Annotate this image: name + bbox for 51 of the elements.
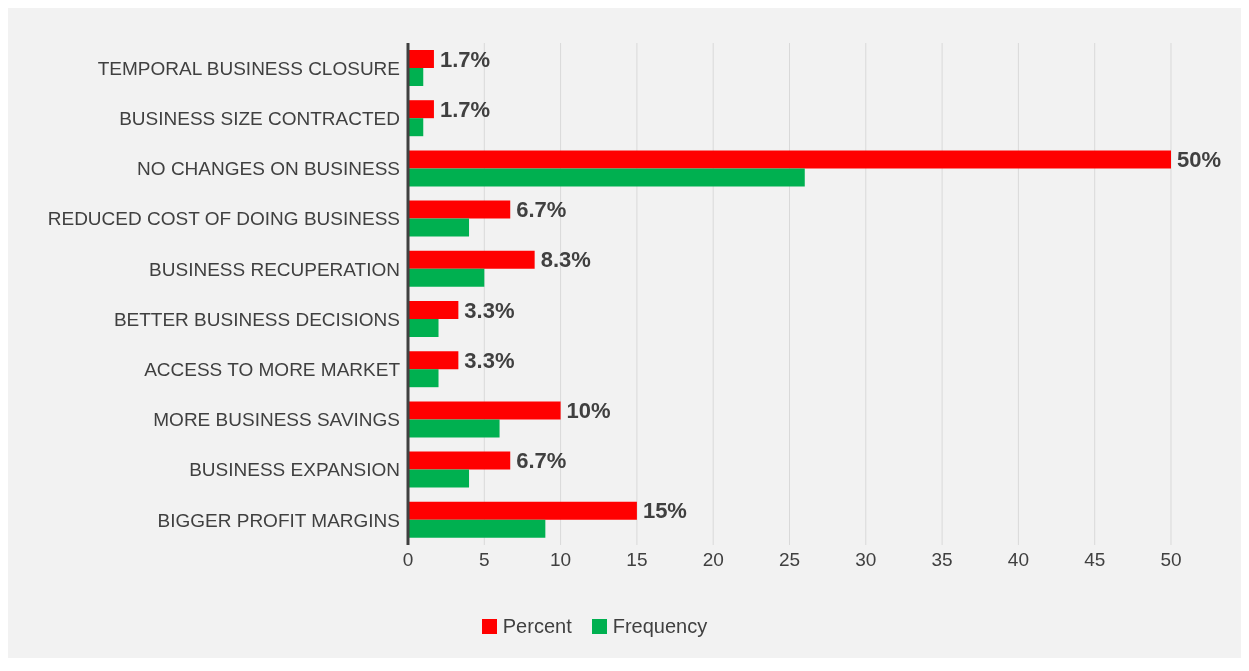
y-tick-label: BUSINESS EXPANSION	[189, 459, 400, 481]
y-tick-label: TEMPORAL BUSINESS CLOSURE	[97, 57, 400, 79]
bar	[408, 319, 439, 337]
y-tick-label: BUSINESS SIZE CONTRACTED	[119, 108, 400, 130]
x-tick-label: 45	[1084, 549, 1106, 571]
bar	[408, 451, 511, 470]
data-label: 1.7%	[439, 46, 491, 72]
bar	[408, 200, 511, 219]
legend-label: Frequency	[611, 615, 708, 638]
x-tick-label: 10	[550, 549, 572, 571]
y-tick-label: ACCESS TO MORE MARKET	[144, 359, 401, 381]
bar	[408, 100, 434, 119]
data-label: 6.7%	[516, 197, 567, 223]
bar	[408, 50, 434, 68]
data-label: 15%	[642, 498, 687, 524]
data-label: 6.7%	[516, 448, 567, 474]
y-tick-label: BUSINESS RECUPERATION	[149, 258, 400, 280]
bar	[408, 419, 500, 438]
y-tick-label: MORE BUSINESS SAVINGS	[153, 409, 400, 431]
bar	[408, 401, 561, 420]
data-label: 3.3%	[464, 347, 515, 373]
data-label: 3.3%	[464, 297, 515, 323]
bar	[408, 150, 1171, 169]
x-tick-label: 0	[402, 549, 414, 571]
legend-label: Percent	[501, 615, 572, 638]
bar	[408, 168, 805, 187]
bar	[408, 218, 470, 237]
bar	[408, 301, 459, 319]
bar	[408, 369, 439, 388]
x-tick-label: 30	[855, 549, 877, 571]
x-tick-label: 25	[778, 549, 801, 571]
data-label: 1.7%	[439, 96, 491, 122]
data-label: 50%	[1177, 146, 1222, 172]
data-label: 10%	[566, 397, 611, 423]
bar	[408, 351, 459, 370]
x-tick-label: 35	[931, 549, 953, 571]
bar	[408, 250, 535, 269]
bar	[408, 268, 485, 287]
x-tick-label: 15	[626, 549, 648, 571]
x-tick-label: 5	[479, 549, 490, 571]
y-tick-label: BIGGER PROFIT MARGINS	[157, 509, 400, 531]
bar	[408, 519, 546, 538]
bar	[408, 469, 470, 488]
data-label: 8.3%	[540, 247, 591, 273]
y-tick-label: REDUCED COST OF DOING BUSINESS	[47, 208, 400, 230]
x-tick-label: 50	[1160, 549, 1182, 571]
x-tick-label: 40	[1007, 549, 1029, 571]
x-tick-label: 20	[702, 549, 724, 571]
y-tick-label: BETTER BUSINESS DECISIONS	[113, 308, 400, 330]
y-tick-label: NO CHANGES ON BUSINESS	[137, 158, 400, 180]
bar	[408, 501, 637, 520]
